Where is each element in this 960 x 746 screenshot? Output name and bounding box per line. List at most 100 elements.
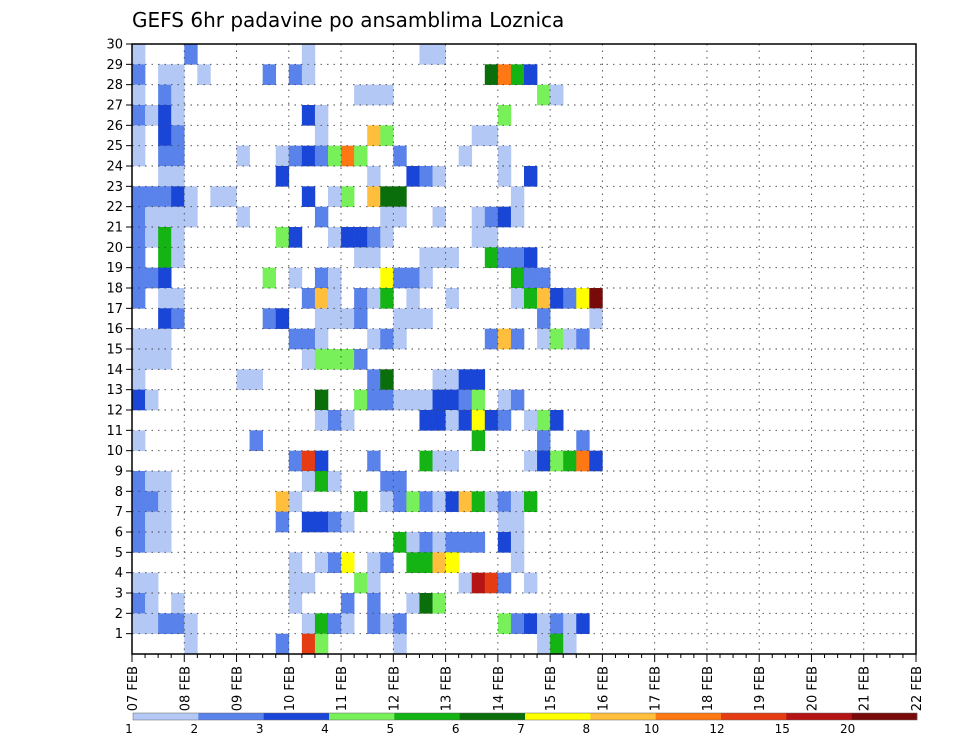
heatmap-cell	[171, 64, 185, 85]
y-tick-label: 13	[106, 383, 123, 398]
heatmap-cell	[132, 430, 146, 451]
heatmap-cell	[550, 328, 564, 350]
heatmap-cell	[484, 125, 499, 146]
heatmap-cell	[145, 227, 159, 248]
heatmap-cell	[432, 491, 446, 512]
heatmap-cell	[497, 206, 512, 228]
heatmap-cell	[367, 369, 381, 390]
heatmap-cell	[158, 532, 172, 553]
heatmap-cell	[132, 349, 146, 370]
heatmap-cell	[393, 491, 407, 512]
heatmap-cell	[419, 44, 433, 65]
heatmap-cell	[497, 613, 512, 634]
heatmap-cell	[471, 125, 486, 146]
legend-color-swatch	[590, 713, 656, 720]
heatmap-cell	[249, 369, 263, 390]
heatmap-cell	[145, 105, 159, 126]
heatmap-cell	[328, 552, 342, 573]
heatmap-cell	[145, 471, 159, 492]
heatmap-cell	[510, 328, 525, 350]
heatmap-cell	[354, 308, 368, 329]
heatmap-cell	[393, 206, 407, 228]
legend-color-swatch	[394, 713, 460, 720]
heatmap-cell	[275, 511, 290, 533]
heatmap-cell	[314, 288, 329, 309]
heatmap-cell	[301, 44, 316, 65]
legend-color-swatch	[133, 713, 199, 720]
y-tick-label: 14	[106, 363, 123, 378]
x-tick-label: 15 FEB	[544, 666, 559, 711]
y-tick-label: 27	[106, 99, 123, 114]
heatmap-cell	[367, 593, 381, 614]
heatmap-cell	[367, 84, 381, 106]
heatmap-cell	[484, 64, 499, 85]
heatmap-cell	[380, 125, 394, 146]
heatmap-cell	[524, 572, 538, 594]
heatmap-cell	[537, 328, 551, 350]
y-tick-label: 15	[106, 343, 123, 358]
legend-color-swatch	[851, 713, 918, 720]
heatmap-cell	[341, 145, 355, 167]
heatmap-cell	[132, 593, 146, 614]
heatmap-cell	[563, 288, 577, 309]
heatmap-cell	[484, 410, 499, 431]
heatmap-cell	[563, 613, 577, 634]
heatmap-cell	[484, 247, 499, 268]
heatmap-cell	[510, 64, 525, 85]
heatmap-cell	[236, 369, 250, 390]
heatmap-cell	[497, 328, 512, 350]
heatmap-cell	[406, 267, 420, 289]
heatmap-cell	[576, 288, 590, 309]
heatmap-cell	[419, 410, 433, 431]
heatmap-cell	[171, 206, 185, 228]
x-tick-label: 13 FEB	[440, 666, 455, 711]
heatmap-cell	[537, 288, 551, 309]
heatmap-cell	[419, 450, 433, 472]
heatmap-cell	[158, 105, 172, 126]
legend-color-swatch	[263, 713, 330, 720]
heatmap-cell	[445, 491, 459, 512]
heatmap-cell	[510, 206, 525, 228]
heatmap-cell	[158, 471, 172, 492]
heatmap-cell	[145, 572, 159, 594]
heatmap-cell	[158, 491, 172, 512]
heatmap-cell	[354, 288, 368, 309]
heatmap-cell	[288, 593, 303, 614]
heatmap-cell	[510, 613, 525, 634]
heatmap-cell	[158, 166, 172, 187]
heatmap-cell	[314, 552, 329, 573]
heatmap-cell	[367, 572, 381, 594]
y-tick-label: 26	[106, 119, 123, 134]
y-tick-label: 4	[115, 566, 123, 581]
heatmap-cell	[314, 267, 329, 289]
heatmap-cell	[524, 491, 538, 512]
heatmap-cell	[576, 613, 590, 634]
heatmap-cell	[380, 613, 394, 634]
heatmap-cell	[288, 328, 303, 350]
heatmap-cell	[262, 308, 277, 329]
y-tick-label: 11	[106, 424, 123, 439]
legend-label: 15	[775, 722, 790, 736]
heatmap-cell	[132, 227, 146, 248]
heatmap-cell	[497, 410, 512, 431]
heatmap-cell	[314, 633, 329, 655]
y-tick-label: 25	[106, 139, 123, 154]
legend-color-swatch	[198, 713, 264, 720]
heatmap-cell	[132, 105, 146, 126]
y-tick-label: 3	[115, 587, 123, 602]
heatmap-cell	[380, 389, 394, 411]
heatmap-cell	[132, 532, 146, 553]
y-tick-label: 22	[106, 200, 123, 215]
heatmap-cell	[524, 288, 538, 309]
heatmap-cell	[497, 491, 512, 512]
heatmap-cell	[471, 389, 486, 411]
legend-label: 4	[321, 722, 329, 736]
heatmap-cell	[589, 308, 603, 329]
heatmap-cell	[328, 267, 342, 289]
heatmap-cell	[184, 613, 198, 634]
heatmap-cell	[328, 288, 342, 309]
heatmap-cell	[432, 593, 446, 614]
heatmap-cell	[132, 572, 146, 594]
heatmap-cell	[301, 450, 316, 472]
heatmap-cells	[132, 44, 603, 655]
